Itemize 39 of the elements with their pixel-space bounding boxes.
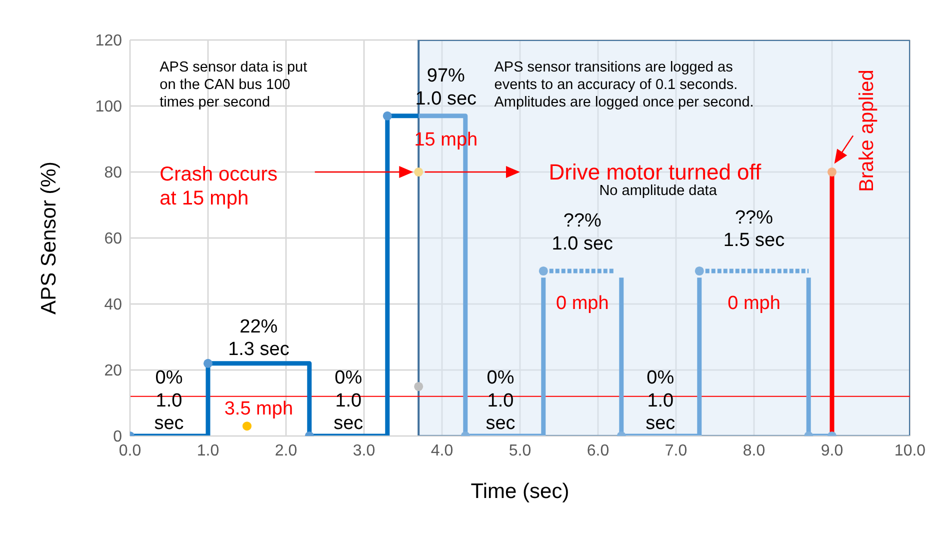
annotation: ??% 1.5 sec [723,207,785,252]
x-tick-label: 5.0 [508,442,532,460]
annotation: 0% 1.0 sec [154,368,184,434]
annotation: No amplitude data [599,183,718,200]
x-tick-label: 1.0 [196,442,220,460]
annotation: APS sensor transitions are logged as events to an accuracy of 0.1 seconds. Amplitudes are logged once per second. [494,60,754,110]
annotation: 22% 1.3 sec [228,316,290,360]
y-axis-title: APS Sensor (%) [37,162,60,314]
annotation: 0% 1.0 sec [334,368,364,434]
annotation: Crash occurs at 15 mph [160,164,278,210]
x-tick-label: 4.0 [430,442,454,460]
point [538,266,548,276]
annotation: Brake applied [856,70,878,192]
annotation: 0 mph [556,293,609,314]
annotation: 0 mph [728,293,780,314]
y-tick-label: 40 [104,296,122,314]
y-tick-label: 120 [95,32,122,50]
point [694,266,704,276]
x-tick-label: 6.0 [586,442,610,460]
x-tick-label: 2.0 [274,442,298,460]
x-tick-label: 10.0 [894,442,926,460]
x-tick-label: 7.0 [664,442,688,460]
x-tick-label: 9.0 [820,442,844,460]
annotation: ??% 1.0 sec [552,210,614,254]
y-tick-label: 100 [95,98,122,116]
annotation: 0% 1.0 sec [646,368,676,434]
y-tick-label: 80 [104,164,122,182]
point [827,167,837,177]
annotation: 0% 1.0 sec [486,368,516,434]
y-tick-label: 20 [104,362,122,380]
point [414,167,424,177]
y-tick-label: 60 [104,230,122,248]
annotation: 3.5 mph [224,398,294,420]
x-tick-label: 3.0 [352,442,376,460]
annotation: APS sensor data is put on the CAN bus 100 times per second [160,60,308,110]
point [382,111,392,120]
x-tick-label: 8.0 [742,442,766,460]
annotation: Drive motor turned off [548,160,762,185]
x-axis-title: Time (sec) [470,480,570,503]
